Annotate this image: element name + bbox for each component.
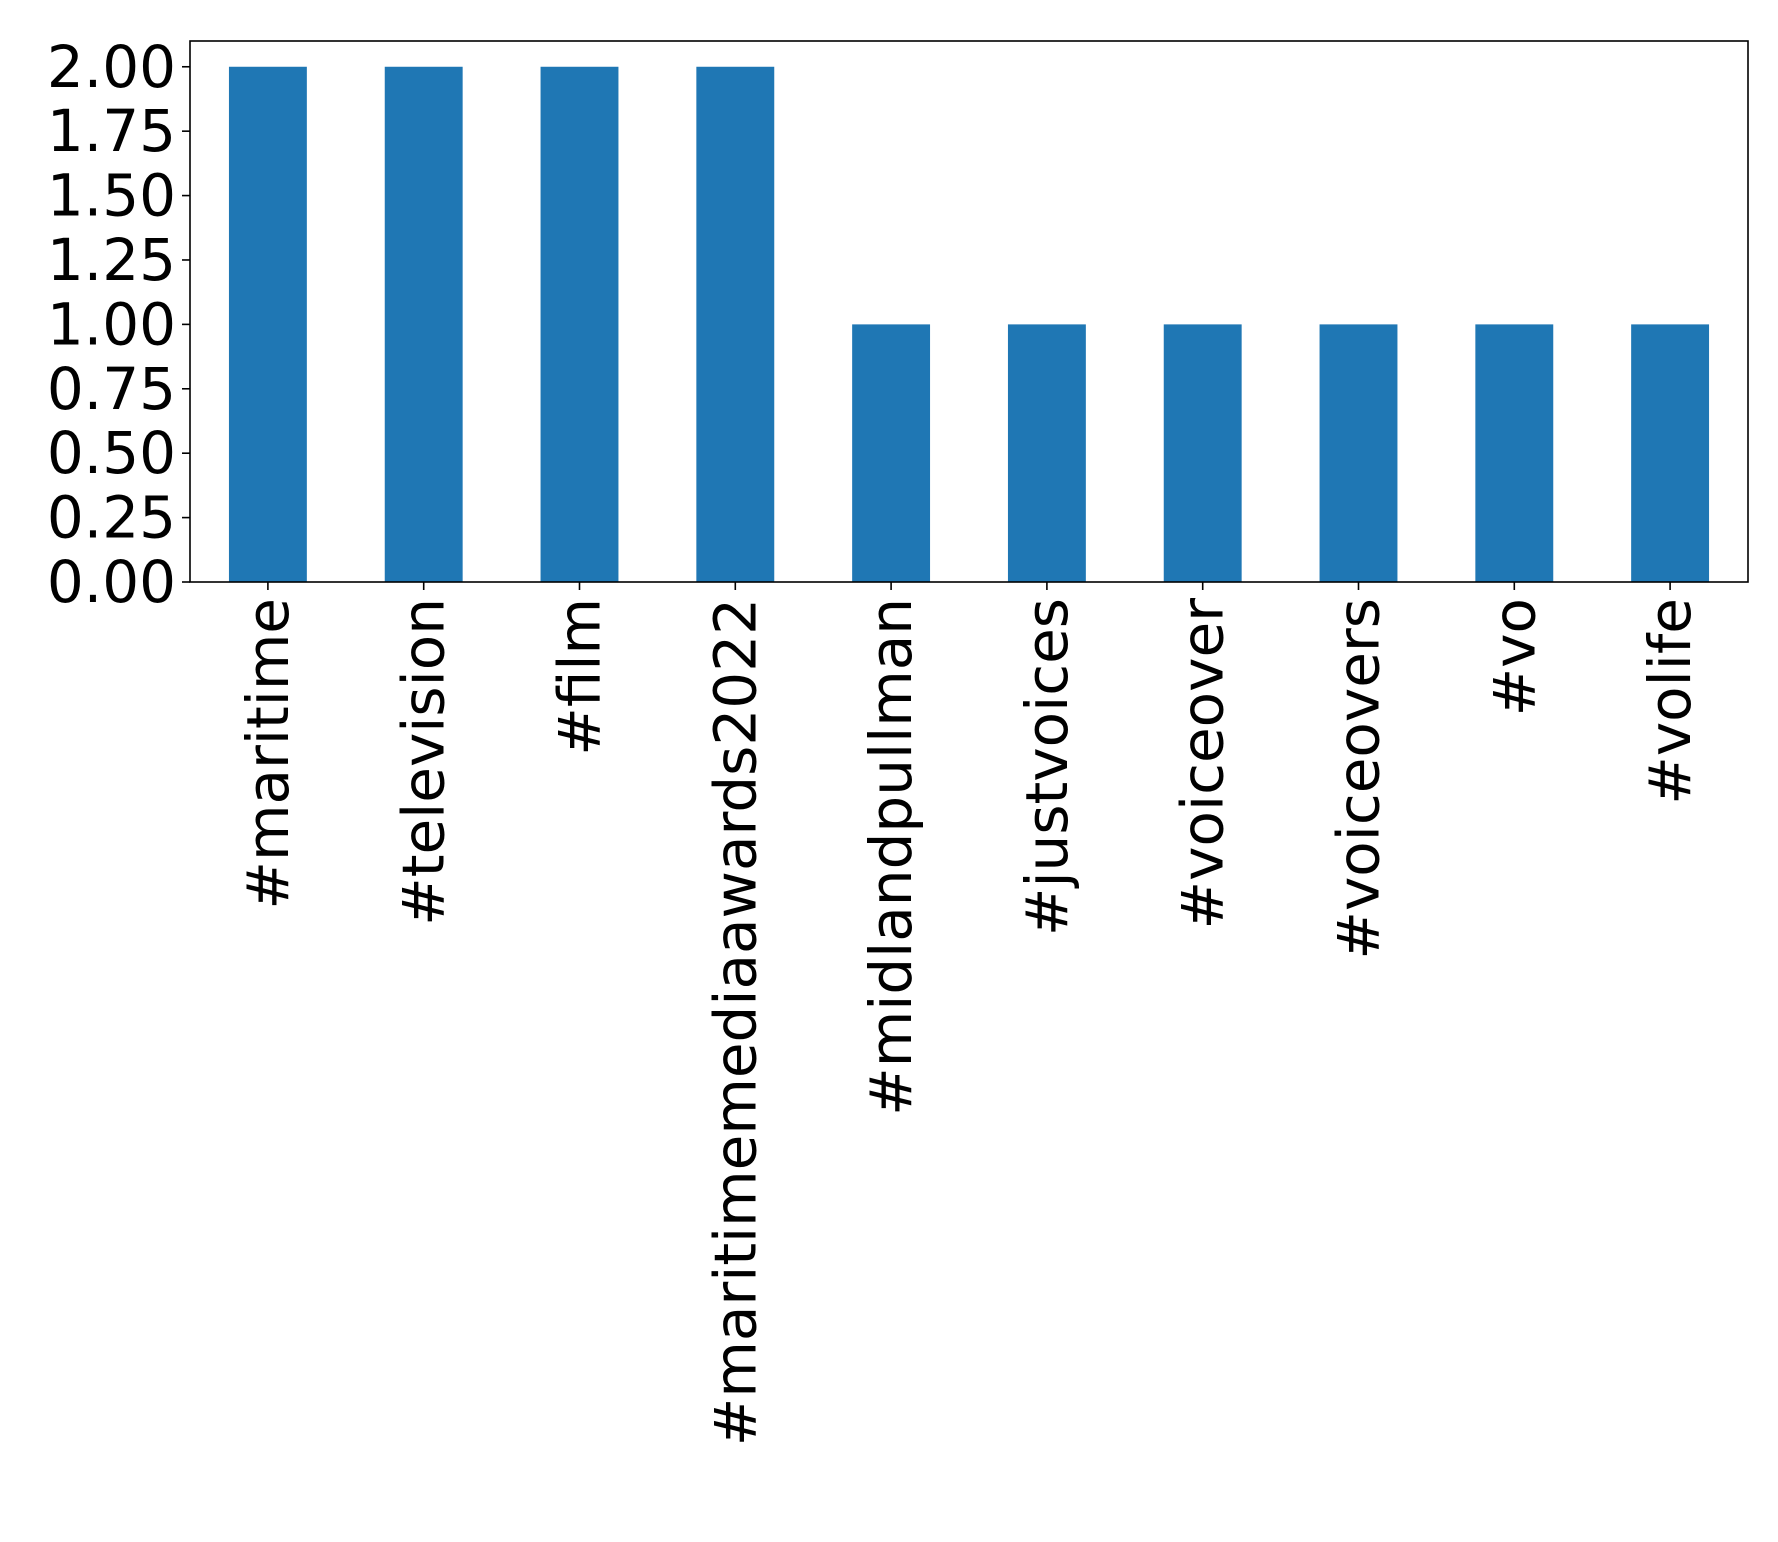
- y-tick-label-5: 1.25: [47, 226, 176, 294]
- plot-frame: [189, 40, 1749, 583]
- x-tick-label-9: #volife: [1636, 598, 1704, 805]
- x-tick-label-6: #voiceover: [1169, 598, 1237, 930]
- bar-9: [1631, 324, 1710, 582]
- y-tick-label-8: 2.00: [47, 33, 176, 101]
- x-tick-label-2: #film: [546, 598, 614, 756]
- x-tick-label-0: #maritime: [234, 598, 302, 910]
- y-tick-label-2: 0.50: [47, 419, 176, 487]
- y-tick-label-7: 1.75: [47, 97, 176, 165]
- x-tick-label-7: #voiceovers: [1325, 598, 1393, 960]
- bar-0: [228, 66, 307, 582]
- bar-6: [1163, 324, 1242, 582]
- bar-2: [540, 66, 619, 582]
- y-tick-label-4: 1.00: [47, 290, 176, 358]
- x-tick-label-5: #justvoices: [1013, 598, 1081, 936]
- x-tick-label-8: #vo: [1480, 598, 1548, 716]
- x-tick-label-4: #midlandpullman: [857, 598, 925, 1116]
- bar-4: [852, 324, 931, 582]
- y-tick-label-1: 0.25: [47, 484, 176, 552]
- bar-7: [1319, 324, 1398, 582]
- x-tick-label-3: #maritimemediaawards2022: [701, 598, 769, 1446]
- bar-8: [1475, 324, 1554, 582]
- bars-group: [228, 66, 1710, 582]
- x-axis-ticks: #maritime #television #film #maritimemediaa…: [234, 582, 1704, 1446]
- x-tick-label-1: #television: [390, 598, 458, 926]
- y-tick-label-3: 0.75: [47, 355, 176, 423]
- y-tick-label-6: 1.50: [47, 162, 176, 230]
- y-tick-label-0: 0.00: [47, 548, 176, 616]
- bar-3: [696, 66, 775, 582]
- y-axis-ticks: 0.000.250.500.751.001.251.501.752.00: [47, 33, 190, 616]
- bar-5: [1007, 324, 1086, 582]
- bar-1: [384, 66, 463, 582]
